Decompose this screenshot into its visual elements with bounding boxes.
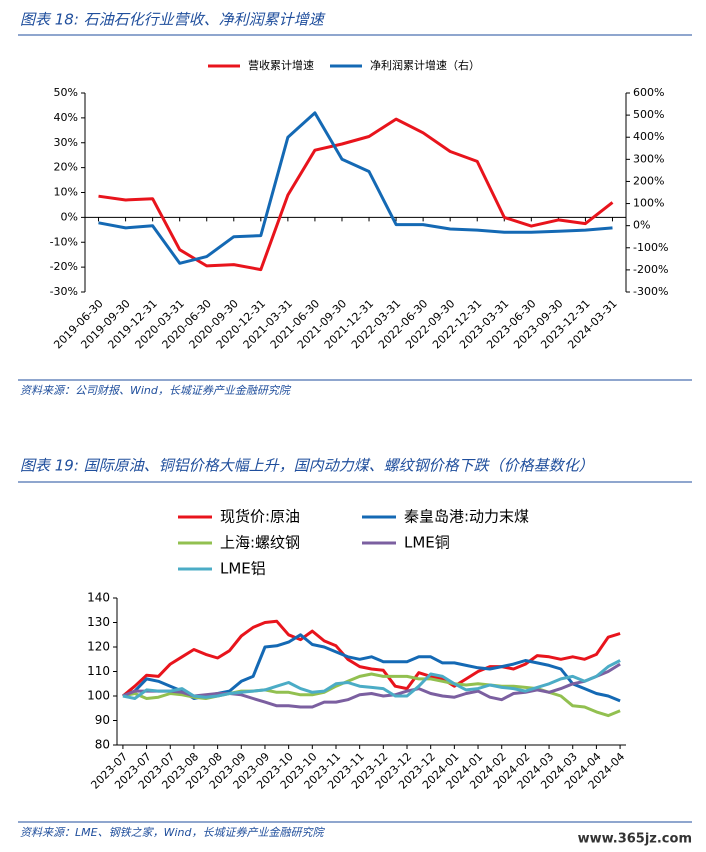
- watermark: www.365jz.com: [578, 832, 692, 847]
- y-tick-label: 90: [95, 713, 110, 727]
- source-note: 资料来源：LME、钢铁之家，Wind，长城证券产业金融研究院: [20, 826, 325, 839]
- legend-label: 净利润累计增速（右）: [370, 58, 480, 72]
- series-line: [122, 659, 621, 700]
- y-tick-label: 30%: [54, 136, 78, 149]
- y2-tick-label: 500%: [633, 108, 664, 121]
- series-line: [121, 619, 621, 698]
- y2-tick-label: 400%: [633, 130, 664, 143]
- y-tick-label: 110: [87, 664, 110, 678]
- y-tick-label: 80: [95, 738, 110, 752]
- y2-tick-label: 100%: [633, 197, 664, 210]
- legend-label: LME铝: [220, 560, 266, 578]
- series-line: [122, 662, 621, 709]
- y2-tick-label: 600%: [633, 86, 664, 99]
- y2-tick-label: 300%: [633, 152, 664, 165]
- y2-tick-label: -200%: [633, 263, 668, 276]
- y-tick-label: 0%: [61, 210, 78, 223]
- y-tick-label: -10%: [50, 235, 78, 248]
- y-tick-label: 100: [87, 689, 110, 703]
- y-tick-label: 40%: [54, 111, 78, 124]
- figure-title: 图表 18: 石油石化行业营收、净利润累计增速: [20, 11, 326, 29]
- legend-label: 上海:螺纹钢: [220, 534, 300, 552]
- y-tick-label: 20%: [54, 161, 78, 174]
- series-line: [98, 111, 613, 265]
- y-tick-label: 10%: [54, 186, 78, 199]
- legend-label: 秦皇岛港:动力末煤: [404, 508, 529, 526]
- legend-label: 营收累计增速: [248, 58, 314, 72]
- y2-tick-label: 200%: [633, 174, 664, 187]
- source-note: 资料来源：公司财报、Wind，长城证券产业金融研究院: [20, 384, 292, 397]
- figure-title: 图表 19: 国际原油、铜铝价格大幅上升，国内动力煤、螺纹钢价格下跌（价格基数化…: [20, 457, 594, 475]
- y-tick-label: 50%: [54, 86, 78, 99]
- y-tick-label: -30%: [50, 285, 78, 298]
- legend-label: LME铜: [404, 534, 450, 552]
- y-tick-label: -20%: [50, 260, 78, 273]
- y-tick-label: 140: [87, 591, 110, 605]
- y2-tick-label: -300%: [633, 285, 668, 298]
- series-line: [98, 117, 614, 272]
- y-tick-label: 120: [87, 640, 110, 654]
- y2-tick-label: -100%: [633, 241, 668, 254]
- legend-label: 现货价:原油: [220, 508, 300, 526]
- y-tick-label: 130: [87, 615, 110, 629]
- y2-tick-label: 0%: [633, 219, 650, 232]
